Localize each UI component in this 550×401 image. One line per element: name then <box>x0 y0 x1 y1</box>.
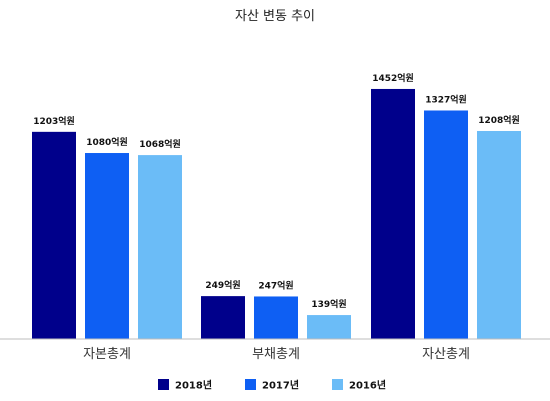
legend-label: 2018년 <box>175 379 212 392</box>
bar-3-1 <box>371 88 415 339</box>
data-label: 1208억원 <box>478 114 520 126</box>
bar-2-3 <box>307 315 351 339</box>
data-label: 1203억원 <box>33 115 75 127</box>
legend-swatch <box>245 379 256 390</box>
bar-1-1 <box>32 131 76 339</box>
bar-1-3 <box>138 155 182 339</box>
bar-2-2 <box>254 296 298 339</box>
legend-label: 2017년 <box>262 379 299 392</box>
category-label: 자본총계 <box>83 347 131 362</box>
bar-group: 1203억원 1080억원 1068억원 249억원 247억원 139억원 1452억원 1… <box>32 72 521 339</box>
chart-title: 자산 변동 추이 <box>235 9 315 24</box>
data-label: 247억원 <box>258 279 293 291</box>
bar-1-2 <box>85 153 129 339</box>
data-label: 139억원 <box>311 298 346 310</box>
bar-3-2 <box>424 110 468 339</box>
legend-item: 2018년 <box>158 379 212 392</box>
category-label: 자산총계 <box>422 347 470 362</box>
legend-swatch <box>332 379 343 390</box>
bar-2-1 <box>201 296 245 339</box>
legend-item: 2016년 <box>332 379 386 392</box>
legend-label: 2016년 <box>349 379 386 392</box>
data-label: 249억원 <box>205 279 240 291</box>
data-label: 1080억원 <box>86 136 128 148</box>
category-label: 부채총계 <box>252 347 300 362</box>
legend-swatch <box>158 379 169 390</box>
legend-item: 2017년 <box>245 379 299 392</box>
bar-3-3 <box>477 130 521 339</box>
data-label: 1327억원 <box>425 93 467 105</box>
data-label: 1068억원 <box>139 138 181 150</box>
data-label: 1452억원 <box>372 72 414 84</box>
category-labels: 자본총계 부채총계 자산총계 <box>83 347 470 362</box>
legend: 2018년 2017년 2016년 <box>158 379 386 392</box>
